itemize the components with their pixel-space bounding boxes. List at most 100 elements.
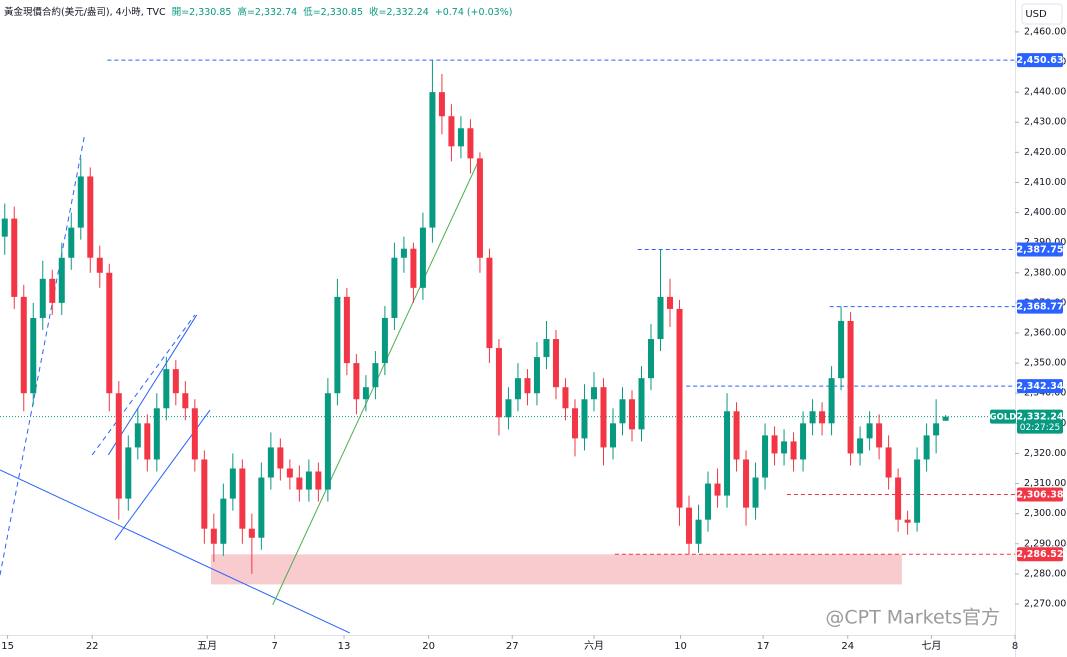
candle-body [571,408,578,439]
level-tag-label: 2,368.77 [1017,302,1064,313]
candle-body [543,339,550,358]
y-tick-label: 2,270.00 [1024,598,1066,609]
watermark: @CPT Markets官方 [825,607,1000,629]
candle-body [628,399,635,430]
candle-body [277,447,284,469]
candle-body [743,459,750,508]
symbol-tag [990,409,1016,424]
x-tick-label: 24 [841,641,854,652]
candle-body [514,378,521,400]
y-tick-label: 2,460.00 [1024,26,1066,37]
trend-line [0,469,350,634]
candle-body [638,378,645,430]
candle-body [895,477,902,520]
candle-body [419,227,426,288]
plot-area [0,59,1015,634]
level-tag-label: 2,450.63 [1017,55,1064,66]
candle-body [771,435,778,454]
y-tick-label: 2,400.00 [1024,207,1066,218]
candle-body [286,468,293,478]
candle-body [857,438,864,454]
candle-body [77,176,84,228]
candle-body [600,387,607,448]
candle-body [39,278,46,318]
candle-body [676,308,683,508]
candle-body [847,320,854,454]
candle-body [762,435,769,478]
candle-body [657,296,664,340]
candle-body [800,423,807,460]
candle-body [866,423,873,439]
x-tick-label: 8 [1012,641,1018,652]
level-tag [1017,379,1063,394]
level-tag [1017,299,1063,314]
candle-body [353,363,360,400]
candle-body [695,519,702,544]
candle-body [476,158,483,258]
candle-body [781,441,788,454]
y-tick-label: 2,380.00 [1024,267,1066,278]
candle-body [438,92,445,117]
support-zone [210,554,902,585]
candle-body [201,459,208,529]
ohlc-value: 高=2,332.74 [237,6,297,18]
candle-body [467,128,474,159]
candle-body [790,441,797,460]
candle-body [562,387,569,409]
candle-body [581,399,588,439]
candle-body [752,477,759,508]
x-tick-label: 17 [757,641,770,652]
candle-body [400,248,407,258]
x-tick-label: 27 [506,641,519,652]
candle-body [163,369,170,409]
candle-body [315,471,322,490]
candle-body [923,435,930,460]
candle-body [457,128,464,147]
y-tick-label: 2,350.00 [1024,358,1066,369]
x-tick-label: 13 [338,641,351,652]
candle-body [495,348,502,418]
candle-body [248,528,255,538]
candle-body [904,519,911,523]
currency-box[interactable] [1021,3,1063,25]
y-tick-label: 2,290.00 [1024,538,1066,549]
y-tick-label: 2,440.00 [1024,87,1066,98]
candle-body [524,378,531,394]
candle-body [705,483,712,520]
candle-body [11,218,18,297]
level-tag-label: 2,286.52 [1017,549,1064,560]
candle-body [590,387,597,400]
candle-body [58,257,65,303]
y-tick-label: 2,430.00 [1024,117,1066,128]
candle-body [381,317,388,364]
candle-body [448,116,455,147]
symbol-tag-label: GOLD [990,413,1017,423]
candle-body [609,423,616,448]
x-tick-label: 7 [271,641,277,652]
candle-body [885,447,892,478]
candle-body [220,498,227,544]
candle-body [828,378,835,424]
trend-line [91,314,196,456]
level-tag-label: 2,306.38 [1017,489,1064,500]
y-tick-label: 2,410.00 [1024,177,1066,188]
candle-body [391,257,398,318]
candle-body [809,411,816,424]
y-tick-label: 2,310.00 [1024,478,1066,489]
candle-body [296,477,303,490]
candle-body [1,218,8,237]
candle-body [733,411,740,460]
x-tick-label: 15 [1,641,14,652]
candle-body [258,477,265,538]
level-tag [1017,487,1063,502]
candle-body [819,411,826,424]
candle-body [229,468,236,499]
candle-body [648,339,655,379]
level-tag-label: 2,387.75 [1017,244,1064,255]
candle-body [876,423,883,448]
candle-body [714,483,721,496]
candle-body [96,257,103,273]
ohlc-value: 收=2,332.24 [369,6,429,18]
candle-body [505,399,512,418]
candle-body [239,468,246,529]
